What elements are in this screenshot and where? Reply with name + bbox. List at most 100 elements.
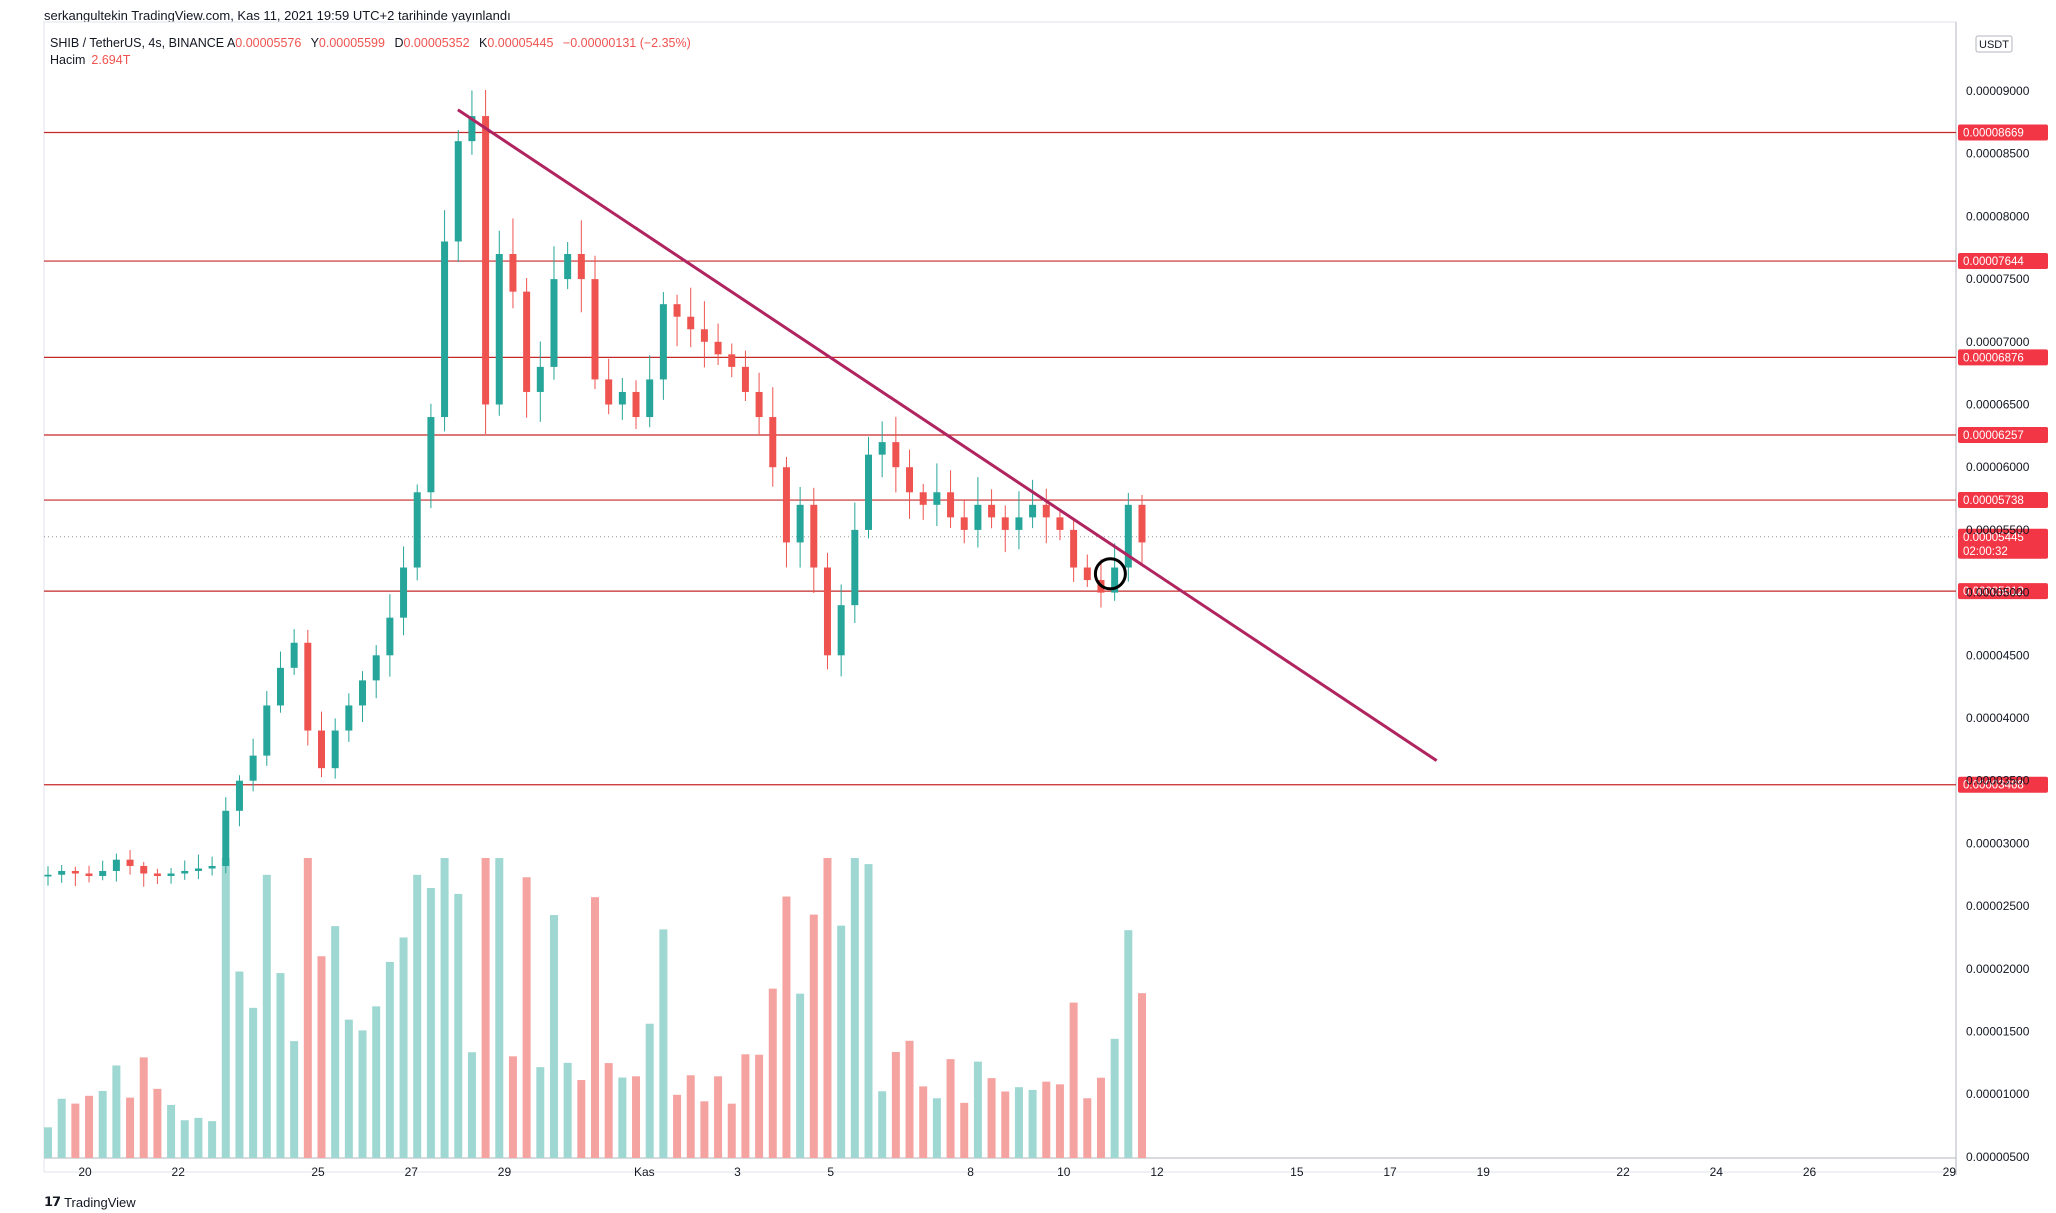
time-tick-label: 22 — [1616, 1165, 1630, 1179]
volume-bar — [809, 914, 818, 1158]
candle-body — [865, 454, 872, 530]
volume-bar — [960, 1102, 969, 1158]
volume-bar — [1110, 1038, 1119, 1158]
volume-bar — [837, 925, 846, 1158]
candle-body — [550, 279, 558, 367]
volume-bar — [221, 858, 230, 1158]
volume-bar — [1001, 1091, 1010, 1158]
candle-body — [810, 504, 818, 568]
last-price-badge — [1958, 528, 2048, 559]
high-value: 0.00005599 — [318, 36, 385, 50]
time-axis[interactable]: 20 22 25 27 29 Kas 3 5 8 10 12 15 17 19 22 24 26 29 — [78, 1165, 1956, 1179]
time-tick-label: 5 — [827, 1165, 834, 1179]
open-value: 0.00005576 — [235, 36, 302, 50]
candle-body — [1056, 517, 1064, 530]
volume-bar — [180, 1120, 189, 1158]
volume-bar — [1014, 1087, 1023, 1158]
candle-body — [441, 241, 449, 418]
time-tick-label: 25 — [311, 1165, 325, 1179]
volume-bar — [1069, 1002, 1078, 1158]
volume-bar — [659, 929, 668, 1158]
time-tick-label: 29 — [1943, 1165, 1957, 1179]
candle-body — [304, 642, 312, 731]
candle-body — [823, 567, 831, 656]
volume-bar — [741, 1054, 750, 1158]
candle-body — [796, 504, 804, 543]
time-tick-label: 20 — [78, 1165, 92, 1179]
currency-label: USDT — [1979, 39, 2009, 51]
candle-body — [728, 354, 736, 367]
volume-bar — [508, 1056, 517, 1158]
symbol-name[interactable]: SHIB / TetherUS, 4s, BINANCE — [50, 36, 225, 50]
candle-body — [468, 116, 476, 142]
price-tick-label: 0.00005000 — [1966, 586, 2030, 600]
time-tick-label: 15 — [1290, 1165, 1304, 1179]
price-tick-label: 0.00006000 — [1966, 460, 2030, 474]
candle-body — [782, 467, 790, 543]
volume-bar — [112, 1065, 121, 1158]
footer-brand[interactable]: 𝟭𝟳 TradingView — [44, 1194, 136, 1210]
candle-body — [687, 316, 695, 330]
level-price-label: 0.00006257 — [1963, 430, 2024, 442]
price-tick-label: 0.00007500 — [1966, 272, 2030, 286]
candle-body — [947, 492, 955, 518]
candle-body — [1015, 517, 1023, 530]
candle-body — [427, 417, 435, 493]
volume-bar — [714, 1076, 723, 1158]
candle-body — [1083, 567, 1091, 581]
candle-body — [1111, 567, 1119, 593]
volume-bar — [549, 915, 558, 1158]
candle-body — [1138, 504, 1146, 543]
chart-pane-border — [43, 21, 1957, 1173]
level-price-badge — [1958, 776, 2048, 793]
volume-bar — [850, 858, 859, 1158]
volume-bar — [262, 874, 271, 1158]
level-price-label: 0.00008669 — [1963, 128, 2024, 140]
volume-bar — [194, 1117, 203, 1158]
candle-body — [71, 870, 79, 874]
volume-bar — [276, 973, 285, 1158]
volume-bar — [126, 1097, 135, 1158]
low-label: D — [394, 36, 404, 50]
price-tick-label: 0.00006500 — [1966, 398, 2030, 412]
volume-bar — [1055, 1084, 1064, 1158]
volume-bar — [139, 1057, 148, 1158]
candle-body — [400, 567, 408, 618]
price-tick-label: 0.00001500 — [1966, 1025, 2030, 1039]
time-tick-label: 10 — [1057, 1165, 1071, 1179]
candle-body — [564, 254, 572, 280]
volume-bar — [385, 961, 394, 1158]
change-value: −0.00000131 (−2.35%) — [562, 36, 691, 50]
candle-body — [906, 467, 914, 493]
candle-body — [153, 873, 161, 877]
candle-body — [632, 391, 640, 418]
level-price-label: 0.00006876 — [1963, 352, 2024, 364]
price-tick-label: 0.00005500 — [1966, 523, 2030, 537]
volume-bar — [1124, 930, 1133, 1158]
breakout-marker-circle — [1093, 557, 1127, 591]
volume-bar — [331, 926, 340, 1158]
price-tick-label: 0.00004000 — [1966, 711, 2030, 725]
candle-body — [523, 291, 531, 392]
close-label: K — [479, 36, 488, 50]
currency-badge[interactable] — [1975, 35, 2013, 53]
close-value: 0.00005445 — [487, 36, 554, 50]
volume-bar — [782, 896, 791, 1158]
time-tick-label: Kas — [634, 1165, 655, 1179]
volume-bar — [344, 1019, 353, 1158]
candle-body — [208, 865, 216, 869]
time-tick-label: 29 — [498, 1165, 512, 1179]
volume-bar — [1138, 993, 1146, 1158]
candle-body — [878, 442, 886, 455]
volume-bar — [727, 1103, 736, 1158]
last-price-label: 0.00005445 — [1963, 532, 2024, 544]
candle-body — [386, 617, 394, 656]
price-axis[interactable]: 0.00009000 0.00008500 0.00008000 0.00007500… — [1966, 84, 2030, 1164]
volume-bar — [919, 1086, 928, 1158]
volume-bar — [878, 1091, 887, 1158]
candle-body — [1001, 517, 1009, 530]
volume-bar — [303, 858, 312, 1158]
volume-bar — [768, 988, 777, 1158]
candle-body — [126, 859, 134, 866]
